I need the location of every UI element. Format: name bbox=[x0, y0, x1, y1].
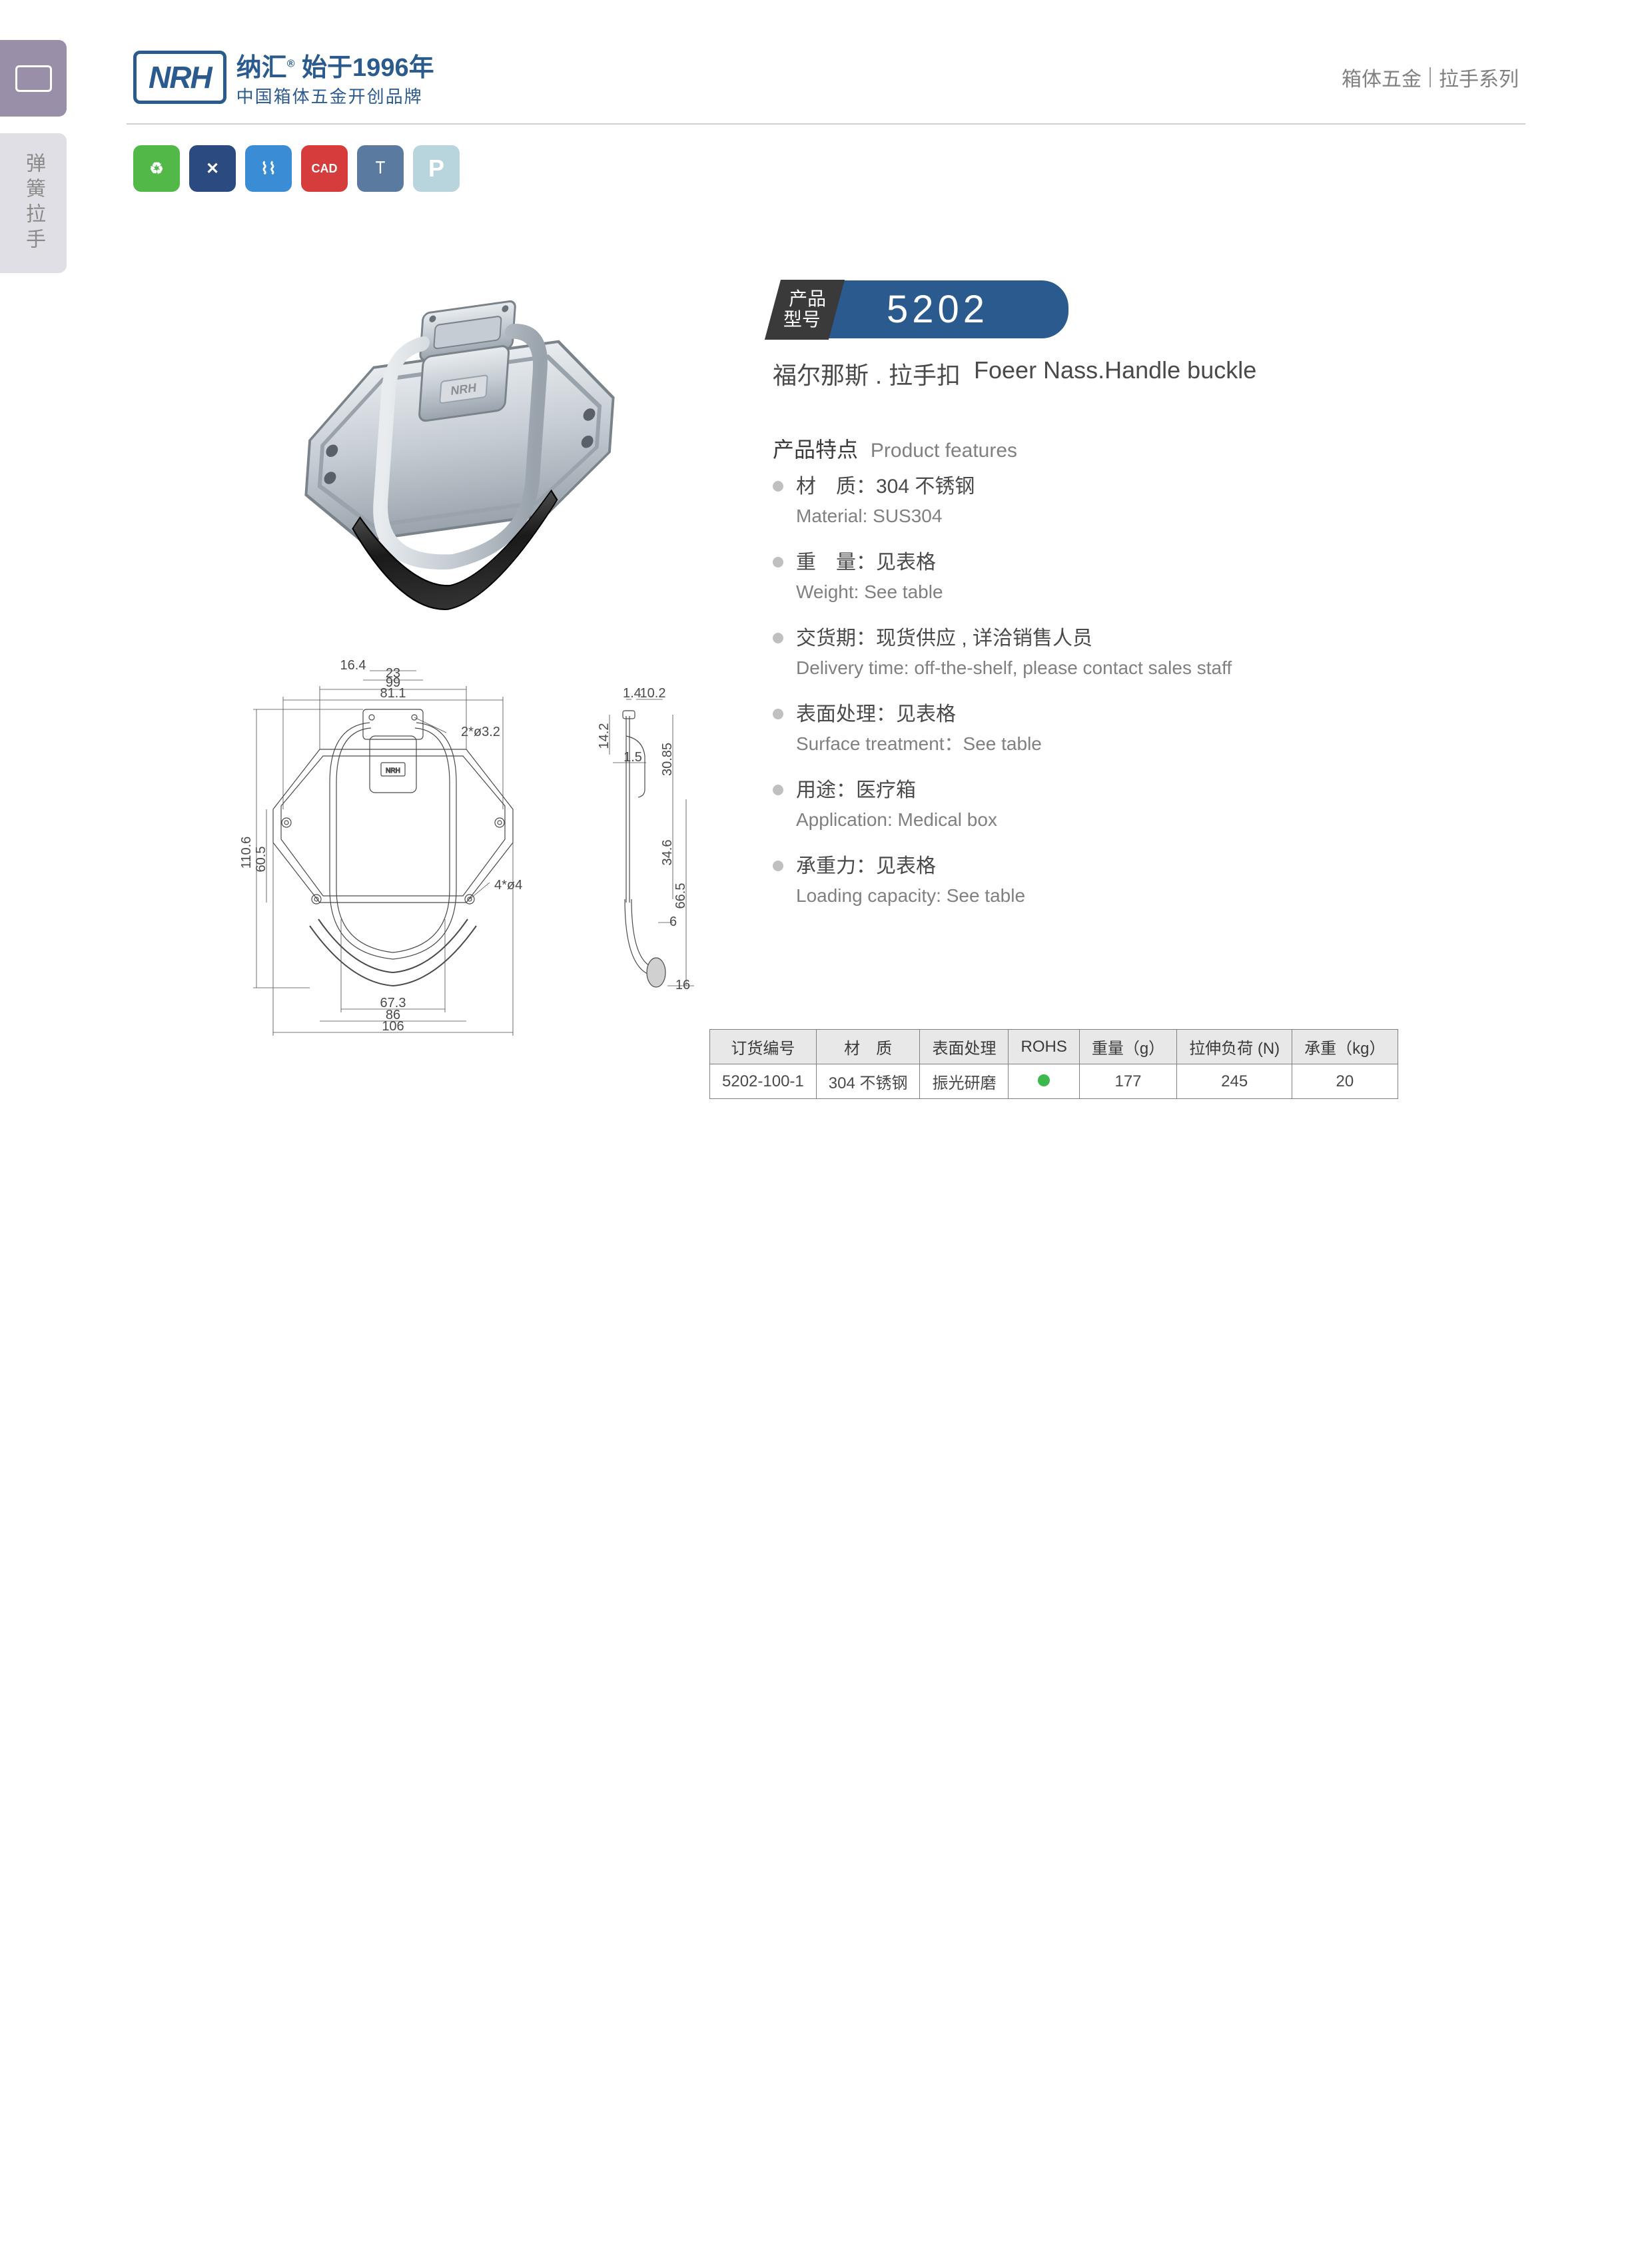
svg-text:106: 106 bbox=[382, 1019, 404, 1034]
product-name: 福尔那斯 . 拉手扣 Foeer Nass.Handle buckle bbox=[773, 356, 1256, 391]
svg-text:34.6: 34.6 bbox=[660, 840, 675, 866]
svg-text:4*ø4: 4*ø4 bbox=[494, 878, 522, 893]
brand-tagline: 中国箱体五金开创品牌 bbox=[236, 83, 434, 108]
features-title: 产品特点 Product features bbox=[773, 433, 1017, 464]
feature-item: 交货期：现货供应 , 详洽销售人员Delivery time: off-the-… bbox=[773, 625, 1232, 682]
brand-name: 纳汇® 始于1996年 bbox=[236, 47, 434, 83]
cert-badge: ⌇⌇ bbox=[245, 145, 292, 192]
logo-mark: NRH bbox=[133, 51, 226, 104]
svg-text:16.4: 16.4 bbox=[340, 658, 366, 673]
svg-text:110.6: 110.6 bbox=[239, 837, 254, 869]
svg-text:1.4: 1.4 bbox=[623, 686, 641, 701]
cert-badge: P bbox=[413, 145, 460, 192]
svg-text:16: 16 bbox=[675, 978, 690, 992]
side-tab-label: 弹簧拉手 bbox=[19, 153, 48, 254]
feature-item: 重 量：见表格Weight: See table bbox=[773, 549, 1232, 606]
logo-block: NRH 纳汇® 始于1996年 中国箱体五金开创品牌 bbox=[133, 47, 434, 108]
svg-text:NRH: NRH bbox=[386, 767, 400, 775]
rohs-dot-icon bbox=[1038, 1074, 1050, 1086]
feature-item: 承重力：见表格Loading capacity: See table bbox=[773, 853, 1232, 910]
table-header: 重量（g） bbox=[1079, 1030, 1176, 1064]
product-name-cn: 福尔那斯 . 拉手扣 bbox=[773, 356, 961, 391]
table-header: 订货编号 bbox=[710, 1030, 817, 1064]
page-header: NRH 纳汇® 始于1996年 中国箱体五金开创品牌 箱体五金 拉手系列 bbox=[0, 47, 1652, 108]
svg-text:81.1: 81.1 bbox=[380, 686, 406, 701]
svg-text:14.2: 14.2 bbox=[597, 723, 612, 749]
product-render: NRH bbox=[233, 253, 686, 626]
svg-text:30.85: 30.85 bbox=[660, 743, 675, 776]
cert-row: ♻✕⌇⌇CAD⟙P bbox=[133, 145, 460, 192]
svg-text:1.5: 1.5 bbox=[623, 750, 642, 765]
model-number: 5202 bbox=[827, 280, 1068, 338]
cert-badge: ✕ bbox=[189, 145, 236, 192]
svg-text:60.5: 60.5 bbox=[254, 847, 268, 873]
model-badge: 产品 型号 5202 bbox=[773, 280, 1068, 340]
header-divider bbox=[127, 123, 1525, 125]
series-label: 拉手系列 bbox=[1439, 63, 1519, 92]
svg-text:10.2: 10.2 bbox=[640, 686, 666, 701]
table-header: 拉伸负荷 (N) bbox=[1177, 1030, 1292, 1064]
technical-drawing: NRH 99 81.1 23 16.4 110.6 60.5 67.3 bbox=[220, 656, 739, 1069]
spec-table: 订货编号材 质表面处理ROHS重量（g）拉伸负荷 (N)承重（kg） 5202-… bbox=[709, 1029, 1398, 1099]
feature-item: 用途：医疗箱Application: Medical box bbox=[773, 777, 1232, 834]
table-header: ROHS bbox=[1009, 1030, 1079, 1064]
svg-text:23: 23 bbox=[386, 666, 400, 681]
divider-icon bbox=[1430, 67, 1431, 87]
features-list: 材 质：304 不锈钢Material: SUS304 重 量：见表格Weight… bbox=[773, 473, 1232, 929]
table-header-row: 订货编号材 质表面处理ROHS重量（g）拉伸负荷 (N)承重（kg） bbox=[710, 1030, 1398, 1064]
cert-badge: ♻ bbox=[133, 145, 180, 192]
feature-item: 表面处理：见表格Surface treatment：See table bbox=[773, 701, 1232, 758]
side-tab-category: 弹簧拉手 bbox=[0, 133, 67, 273]
table-header: 承重（kg） bbox=[1292, 1030, 1398, 1064]
feature-item: 材 质：304 不锈钢Material: SUS304 bbox=[773, 473, 1232, 530]
svg-text:6: 6 bbox=[669, 915, 677, 929]
table-header: 表面处理 bbox=[920, 1030, 1009, 1064]
cert-badge: CAD bbox=[301, 145, 348, 192]
category-label: 箱体五金 bbox=[1342, 63, 1422, 92]
svg-text:2*ø3.2: 2*ø3.2 bbox=[461, 725, 500, 739]
breadcrumb: 箱体五金 拉手系列 bbox=[1342, 63, 1519, 92]
product-name-en: Foeer Nass.Handle buckle bbox=[974, 356, 1256, 391]
table-row: 5202-100-1 304 不锈钢 振光研磨 177 245 20 bbox=[710, 1064, 1398, 1099]
svg-text:66.5: 66.5 bbox=[673, 883, 688, 909]
table-header: 材 质 bbox=[816, 1030, 920, 1064]
cert-badge: ⟙ bbox=[357, 145, 404, 192]
